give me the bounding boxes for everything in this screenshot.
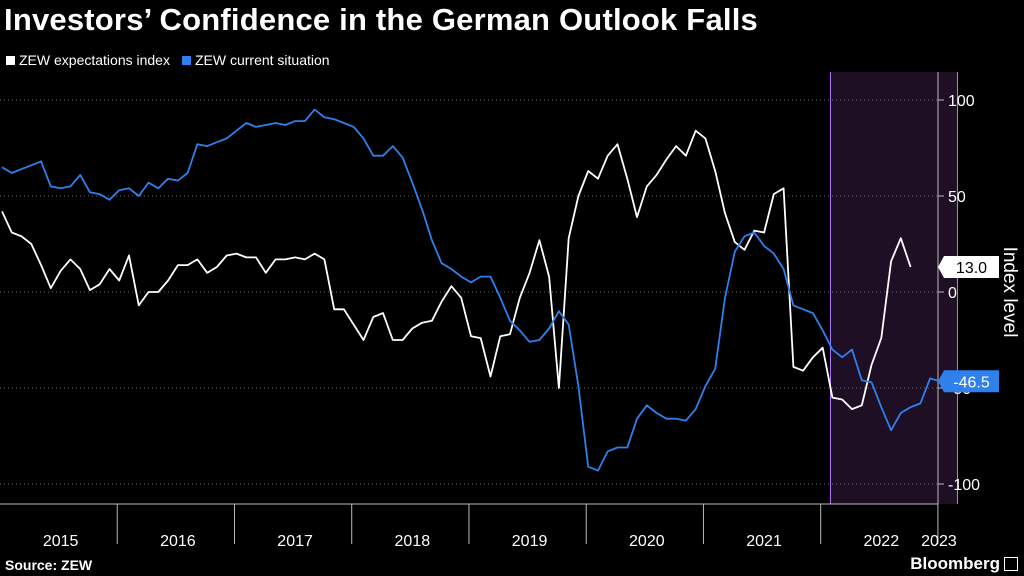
y-tick-label-1: 50 [948, 189, 966, 206]
x-tick-label-3: 2018 [395, 533, 431, 550]
bloomberg-mark-icon [1004, 557, 1018, 571]
x-tick-label-7: 2022 [864, 533, 900, 550]
legend-swatch-current [181, 55, 191, 65]
end-label-1: -46.5 [953, 374, 990, 391]
x-tick-label-1: 2016 [160, 533, 196, 550]
y-tick-label-0: 100 [948, 93, 975, 110]
x-tick-label-8: 2023 [921, 533, 957, 550]
legend-label-expectations: ZEW expectations index [19, 52, 170, 68]
x-tick-label-5: 2020 [629, 533, 665, 550]
end-label-box-0 [938, 256, 999, 279]
legend-item-expectations: ZEW expectations index [6, 52, 170, 68]
end-label-0: 13.0 [956, 260, 987, 277]
y-tick-label-2: 0 [948, 285, 957, 302]
bloomberg-logo: Bloomberg [910, 554, 1000, 573]
x-tick-label-2: 2017 [277, 533, 313, 550]
y-axis-label: Index level [999, 247, 1020, 338]
legend: ZEW expectations index ZEW current situa… [6, 52, 330, 68]
x-tick-label-6: 2021 [746, 533, 782, 550]
highlight-region [830, 72, 958, 504]
legend-label-current: ZEW current situation [194, 52, 330, 68]
x-tick-label-0: 2015 [43, 533, 79, 550]
series-line-0 [1, 129, 912, 410]
y-tick-label-4: -100 [948, 477, 980, 494]
source-note: Source: ZEW [5, 557, 93, 573]
legend-item-current: ZEW current situation [181, 52, 330, 68]
x-tick-label-4: 2019 [512, 533, 548, 550]
end-label-box-1 [938, 370, 999, 393]
legend-swatch-expectations [6, 55, 15, 65]
series-line-1 [1, 108, 941, 472]
chart-title: Investors’ Confidence in the German Outl… [4, 2, 758, 37]
